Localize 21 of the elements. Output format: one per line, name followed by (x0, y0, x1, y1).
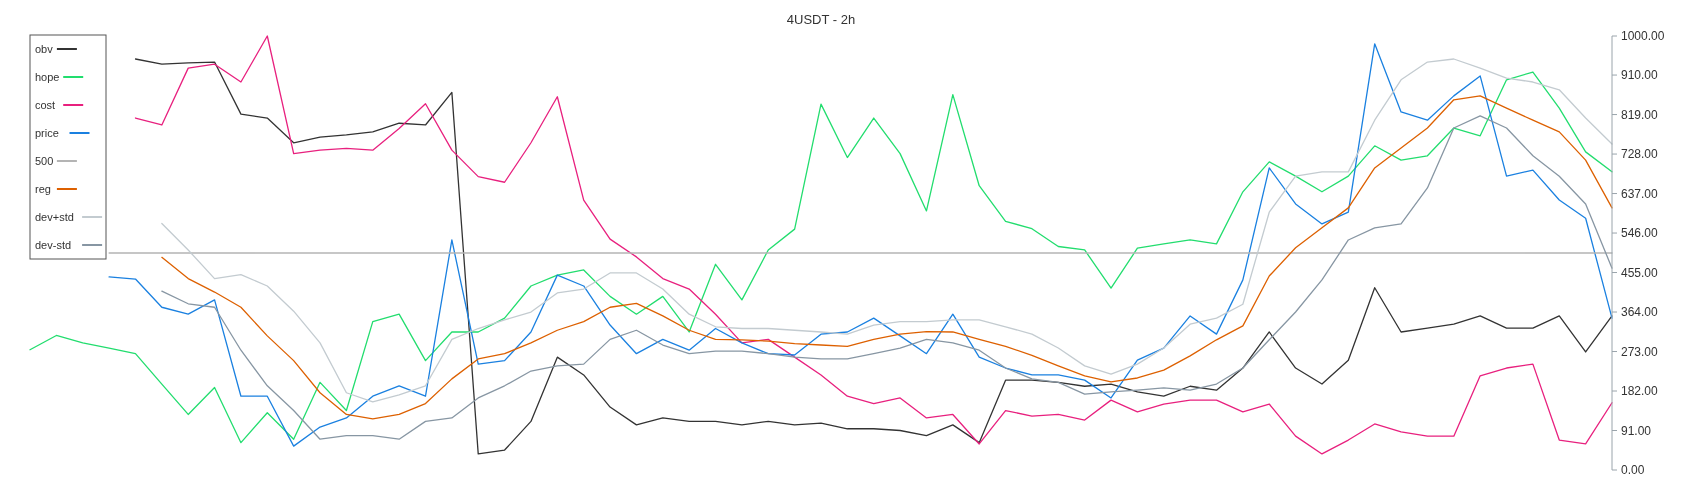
legend-label: price (35, 127, 59, 139)
legend-label: reg (35, 183, 51, 195)
chart-title: 4USDT - 2h (786, 12, 856, 27)
y-tick-label: 819.00 (1621, 107, 1659, 122)
legend-label: hope (35, 71, 60, 83)
legend-label: obv (35, 43, 54, 55)
y-tick-label: 91.00 (1621, 423, 1652, 438)
legend-label: 500 (35, 155, 54, 167)
legend-label: cost (35, 99, 56, 111)
y-tick-label: 728.00 (1621, 147, 1659, 162)
legend-label: dev-std (35, 239, 72, 251)
y-tick-label: 546.00 (1621, 226, 1659, 241)
y-tick-label: 455.00 (1621, 265, 1659, 280)
y-tick-label: 637.00 (1621, 186, 1659, 201)
y-tick-label: 364.00 (1621, 305, 1659, 320)
y-tick-label: 1000.00 (1621, 29, 1665, 43)
y-tick-label: 182.00 (1621, 384, 1659, 399)
y-tick-label: 0.00 (1621, 463, 1645, 477)
y-tick-label: 910.00 (1621, 68, 1659, 83)
legend-label: dev+std (35, 211, 74, 223)
y-tick-label: 273.00 (1621, 344, 1659, 359)
